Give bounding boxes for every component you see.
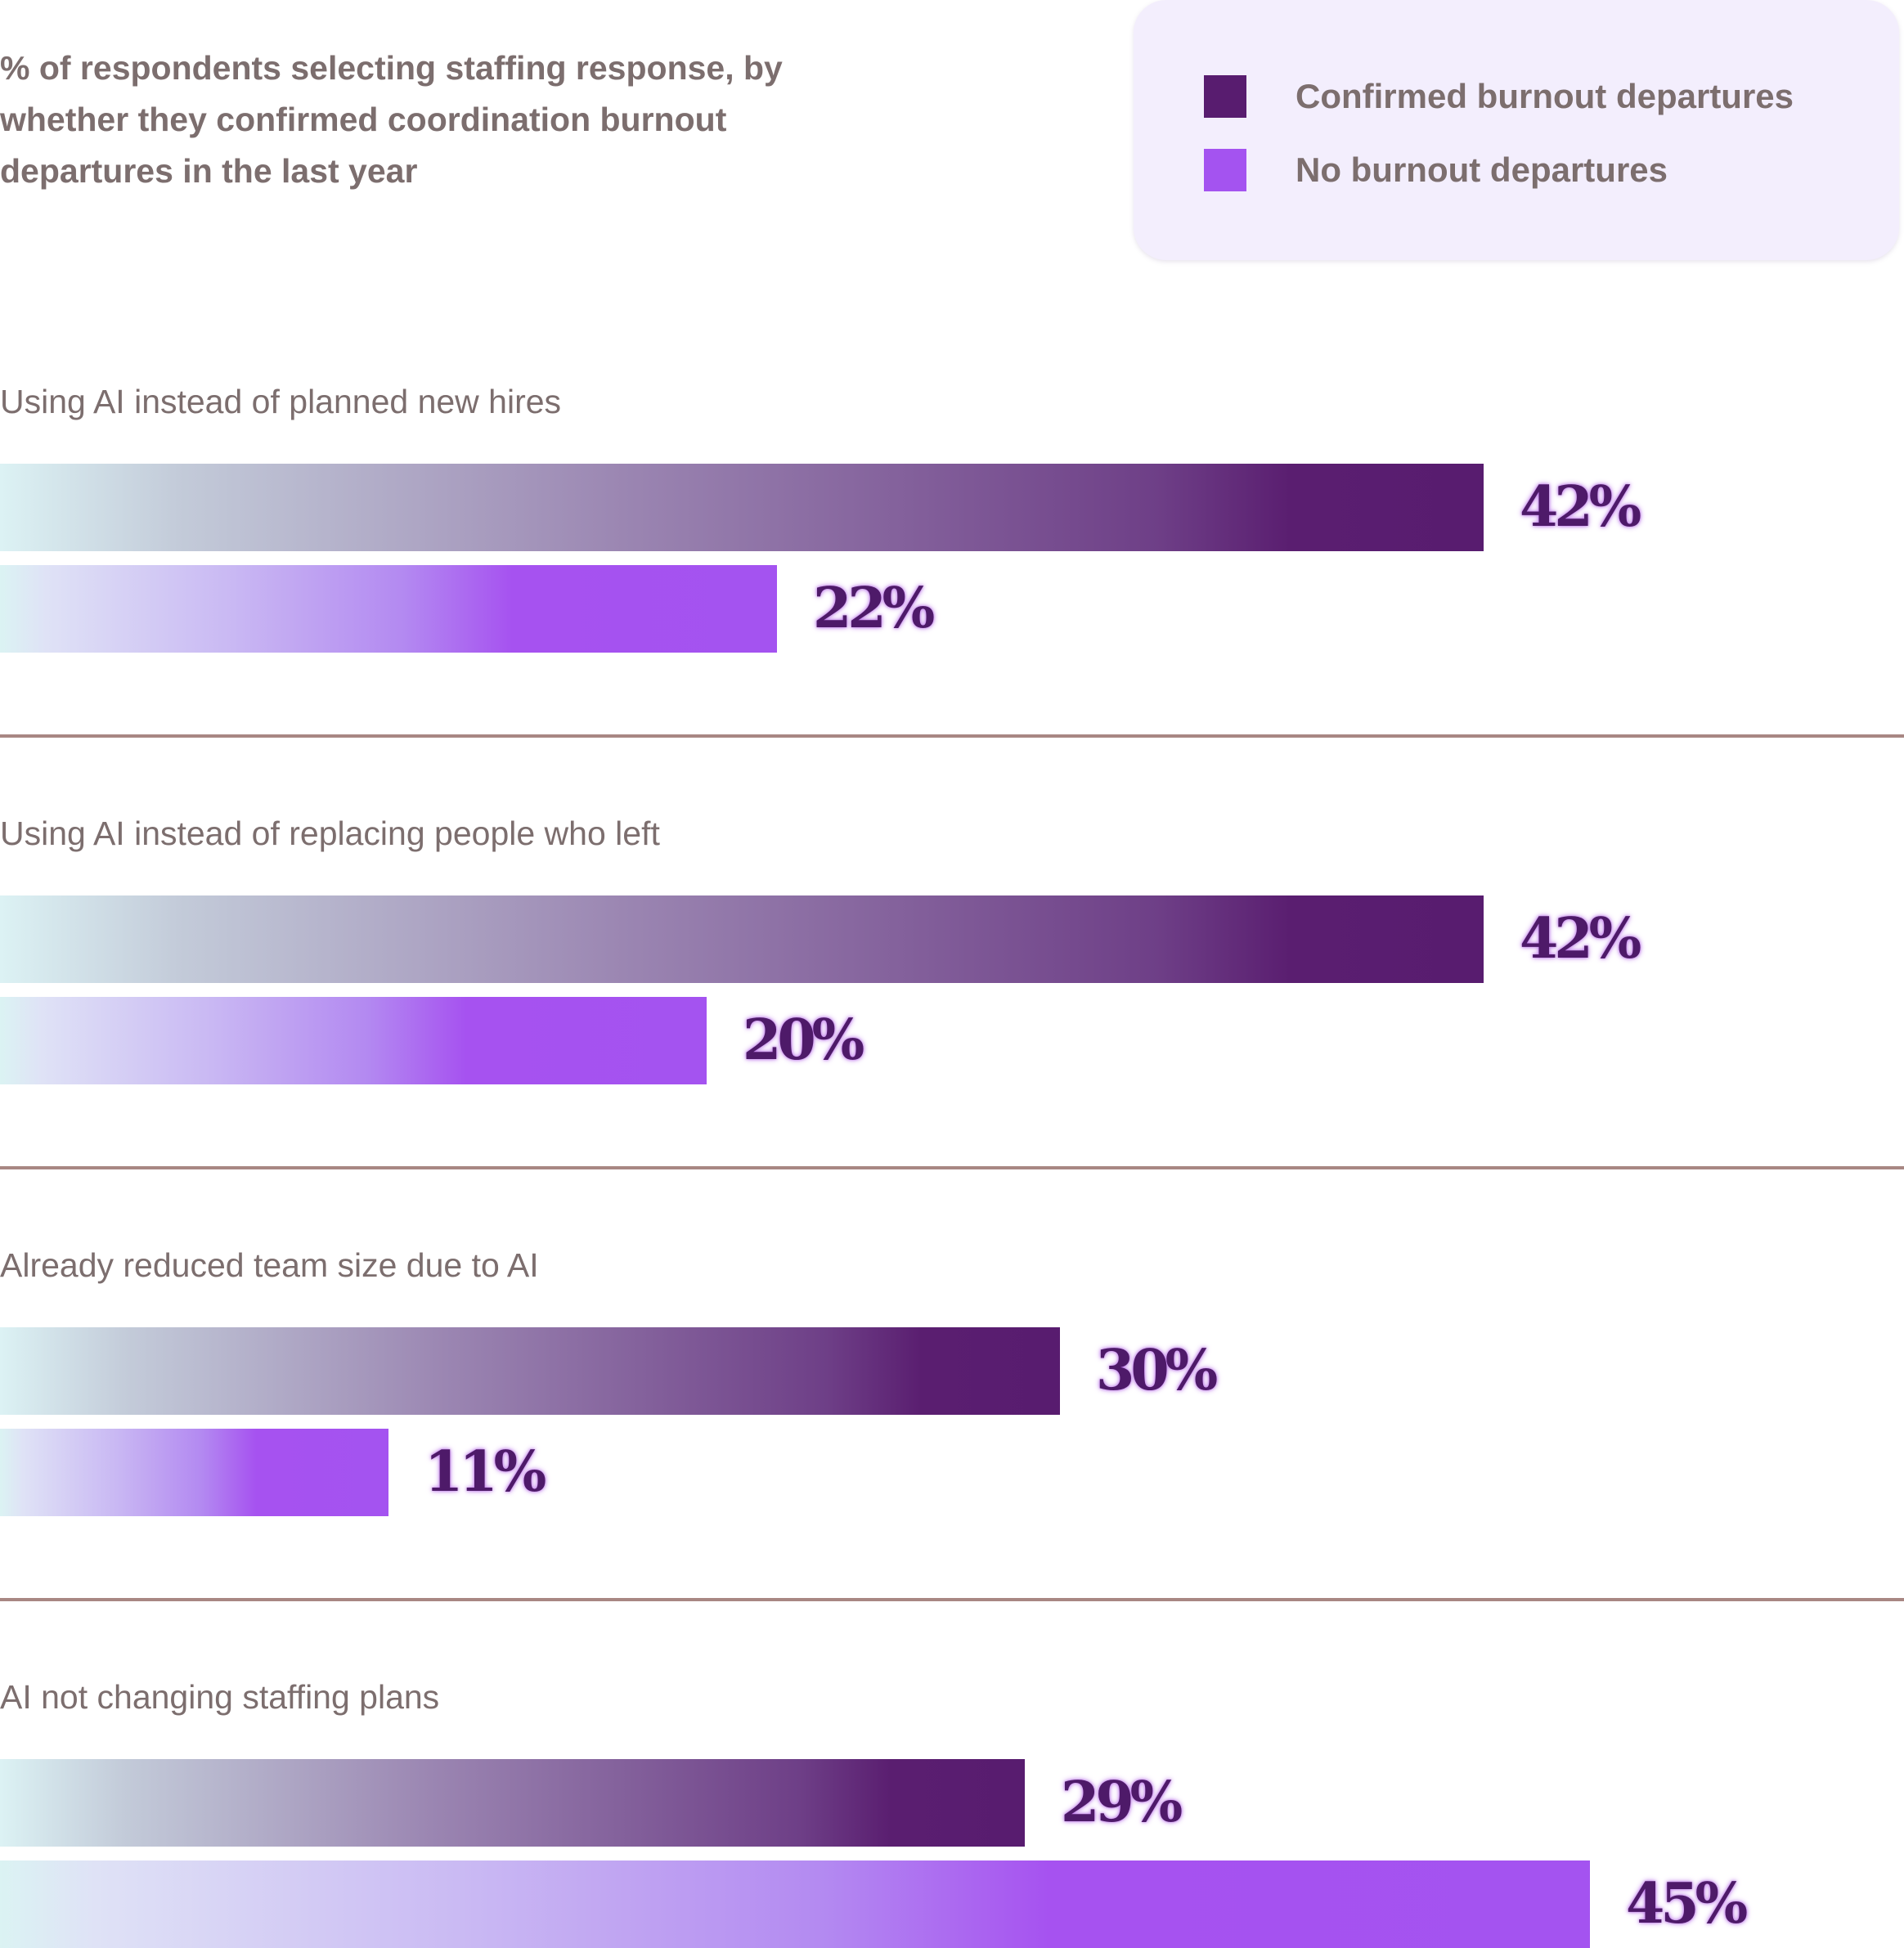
value-label-none: 11% [424,1439,546,1505]
bar-confirmed [0,1759,1025,1847]
bar-confirmed [0,464,1484,551]
value-label-confirmed: 29% [1061,1770,1183,1835]
legend-label-confirmed: Confirmed burnout departures [1296,77,1794,115]
category-label: AI not changing staffing plans [0,1678,440,1716]
value-label-confirmed: 42% [1520,906,1641,972]
bar-none [0,1429,388,1516]
bar-confirmed [0,895,1484,983]
value-label-none: 45% [1626,1871,1748,1937]
group-divider [0,1166,1904,1169]
legend-item-confirmed: Confirmed burnout departures [1204,75,1794,118]
legend-item-none: No burnout departures [1204,149,1668,191]
category-label: Using AI instead of planned new hires [0,383,562,420]
group-divider [0,1598,1904,1601]
legend-label-none: No burnout departures [1296,150,1668,189]
category-label: Already reduced team size due to AI [0,1246,539,1284]
category-label: Using AI instead of replacing people who… [0,815,660,852]
bar-none [0,1860,1590,1948]
value-label-confirmed: 42% [1520,474,1641,540]
value-label-none: 22% [813,576,935,641]
bar-none [0,997,707,1084]
value-label-confirmed: 30% [1096,1338,1218,1403]
bar-none [0,565,777,653]
legend-swatch-confirmed [1204,75,1246,118]
value-label-none: 20% [743,1008,864,1073]
legend: Confirmed burnout departures No burnout … [1134,0,1899,260]
bar-confirmed [0,1327,1060,1415]
chart-subtitle: % of respondents selecting staffing resp… [0,49,783,190]
group-divider [0,734,1904,738]
legend-swatch-none [1204,149,1246,191]
